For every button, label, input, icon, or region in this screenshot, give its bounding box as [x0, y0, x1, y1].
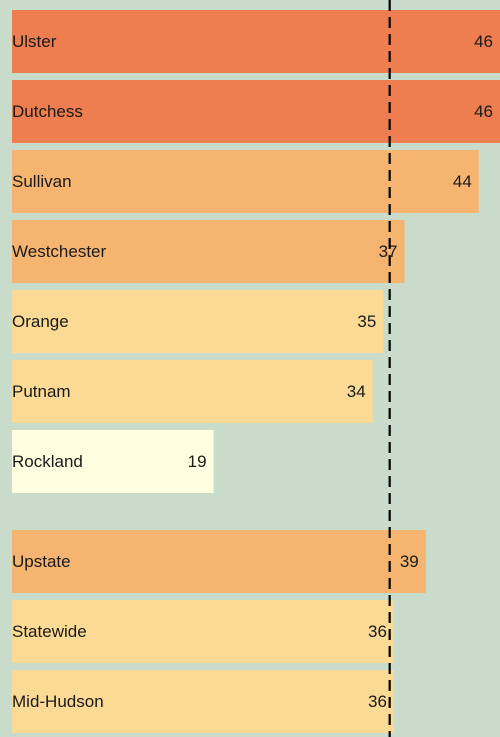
bar [12, 530, 426, 593]
value-label: 37 [379, 242, 398, 261]
bar [12, 220, 405, 283]
category-label: Putnam [12, 382, 71, 401]
category-label: Ulster [12, 32, 57, 51]
category-label: Rockland [12, 452, 83, 471]
category-label: Sullivan [12, 172, 72, 191]
value-label: 36 [368, 622, 387, 641]
bar [12, 10, 500, 73]
bar [12, 670, 394, 733]
bar [12, 290, 384, 353]
bar [12, 150, 479, 213]
value-label: 19 [188, 452, 207, 471]
value-label: 46 [474, 102, 493, 121]
value-label: 46 [474, 32, 493, 51]
category-label: Upstate [12, 552, 71, 571]
value-label: 34 [347, 382, 366, 401]
bar [12, 430, 214, 493]
bar [12, 600, 394, 663]
value-label: 44 [453, 172, 472, 191]
value-label: 39 [400, 552, 419, 571]
bar [12, 80, 500, 143]
category-label: Mid-Hudson [12, 692, 104, 711]
bar [12, 360, 373, 423]
category-label: Westchester [12, 242, 107, 261]
value-label: 36 [368, 692, 387, 711]
value-label: 35 [357, 312, 376, 331]
category-label: Statewide [12, 622, 87, 641]
category-label: Dutchess [12, 102, 83, 121]
category-label: Orange [12, 312, 69, 331]
